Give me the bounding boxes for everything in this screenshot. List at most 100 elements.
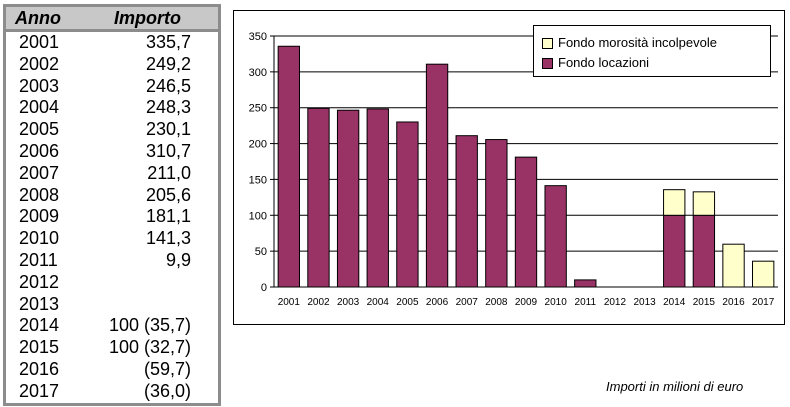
table-row: 2006 310,7 [6,141,218,163]
bar-fondo-locazioni [307,107,330,288]
x-tick-label: 2011 [575,297,597,308]
y-tick-label: 50 [255,246,267,258]
y-tick-label: 150 [249,174,267,186]
table-row: 2005 230,1 [6,119,218,141]
table-row: 2013 [6,294,218,316]
bar-fondo-locazioni [425,63,449,288]
table-row: 2010 141,3 [6,228,218,250]
table-row: 2011 9,9 [6,250,218,272]
row-year: 2008 [19,184,60,205]
row-amount: 205,6 [145,184,191,205]
x-tick-label: 2002 [307,297,330,308]
bar-fondo-morosita [692,191,716,216]
table-row: 2014 100 (35,7) [6,315,218,337]
bar-fondo-morosita [722,243,745,288]
x-tick-label: 2010 [545,297,568,308]
row-amount: 246,5 [145,75,191,96]
row-amount: (36,0) [143,380,191,401]
row-amount: 100 (35,7) [108,315,191,336]
row-amount: 141,3 [145,228,191,249]
row-amount: 100 (32,7) [108,337,191,358]
x-tick-label: 2006 [426,297,449,308]
table-row: 2015 100 (32,7) [6,337,218,359]
bar-fondo-locazioni [514,156,538,288]
row-year: 2013 [19,293,60,314]
row-amount: 310,7 [145,140,191,161]
table-header: Anno Importo [6,7,218,32]
y-tick-label: 0 [261,282,267,294]
legend-swatch-morosita [542,38,553,49]
row-year: 2002 [19,53,60,74]
table-row: 2004 248,3 [6,97,218,119]
x-tick-label: 2013 [633,297,656,308]
bar-chart: 0 50 100 150 200 250 300 350 2001 2002 2003 2004 200… [249,31,778,308]
row-year: 2007 [19,162,60,183]
table-row: 2007 211,0 [6,163,218,185]
bar-fondo-locazioni [692,214,716,288]
legend-label-locazioni: Fondo locazioni [558,55,650,70]
table-row: 2009 181,1 [6,206,218,228]
bar-fondo-locazioni [396,121,419,288]
x-tick-label: 2008 [485,297,508,308]
legend-swatch-locazioni [542,58,553,69]
bar-fondo-locazioni [544,185,567,288]
row-year: 2006 [19,140,60,161]
x-tick-label: 2007 [456,297,479,308]
bar-fondo-locazioni [336,109,360,288]
row-amount: 230,1 [145,119,191,140]
row-year: 2017 [19,380,60,401]
bar-fondo-locazioni [277,45,300,288]
table-row: 2017 (36,0) [6,381,218,403]
row-amount: (59,7) [143,358,191,379]
row-year: 2012 [19,271,60,292]
bar-fondo-locazioni [663,214,686,288]
y-tick-label: 250 [249,103,267,115]
y-tick-label: 300 [249,67,267,79]
chart-area: 0 50 100 150 200 250 300 350 2001 2002 2003 2004 200… [233,10,785,325]
row-year: 2015 [19,337,60,358]
x-tick-label: 2014 [663,297,686,308]
row-amount: 181,1 [145,206,191,227]
x-tick-label: 2012 [604,297,627,308]
x-tick-label: 2001 [278,297,301,308]
table-row: 2003 246,5 [6,76,218,98]
data-table: Anno Importo 2001 335,7 2002 249,2 2003 246,5… [3,4,221,406]
row-year: 2004 [19,97,60,118]
row-year: 2001 [19,32,60,52]
bar-fondo-locazioni [366,108,389,288]
row-year: 2005 [19,119,60,140]
table-row: 2002 249,2 [6,54,218,76]
row-year: 2011 [19,249,58,270]
row-amount: 9,9 [165,249,191,270]
y-tick-label: 200 [249,139,267,151]
header-year: Anno [15,8,61,28]
table-row: 2012 [6,272,218,294]
row-year: 2009 [19,206,60,227]
x-tick-label: 2009 [515,297,538,308]
bar-fondo-locazioni [485,139,508,288]
row-amount: 211,0 [147,162,191,183]
table-row: 2001 335,7 [6,32,218,54]
units-note: Importi in milioni di euro [606,379,744,394]
table-row: 2008 205,6 [6,185,218,207]
row-year: 2003 [19,75,60,96]
bar-fondo-morosita [663,189,686,216]
x-tick-label: 2005 [396,297,419,308]
bar-fondo-morosita [752,260,775,288]
bar-fondo-locazioni [574,279,597,288]
x-tick-label: 2017 [752,297,775,308]
y-tick-label: 350 [249,31,267,43]
row-amount: 249,2 [145,53,191,74]
table-row: 2016 (59,7) [6,359,218,381]
row-year: 2016 [19,358,60,379]
y-tick-label: 100 [249,210,267,222]
table-body: 2001 335,7 2002 249,2 2003 246,5 2004 248,3 2005… [6,32,218,403]
row-year: 2014 [19,315,60,336]
chart-legend: Fondo morosità incolpevole Fondo locazio… [533,25,771,77]
row-amount: 248,3 [145,97,191,118]
row-year: 2010 [19,228,60,249]
x-tick-label: 2003 [337,297,360,308]
row-amount: 335,7 [145,32,191,52]
x-tick-label: 2016 [722,297,745,308]
x-tick-label: 2004 [367,297,390,308]
